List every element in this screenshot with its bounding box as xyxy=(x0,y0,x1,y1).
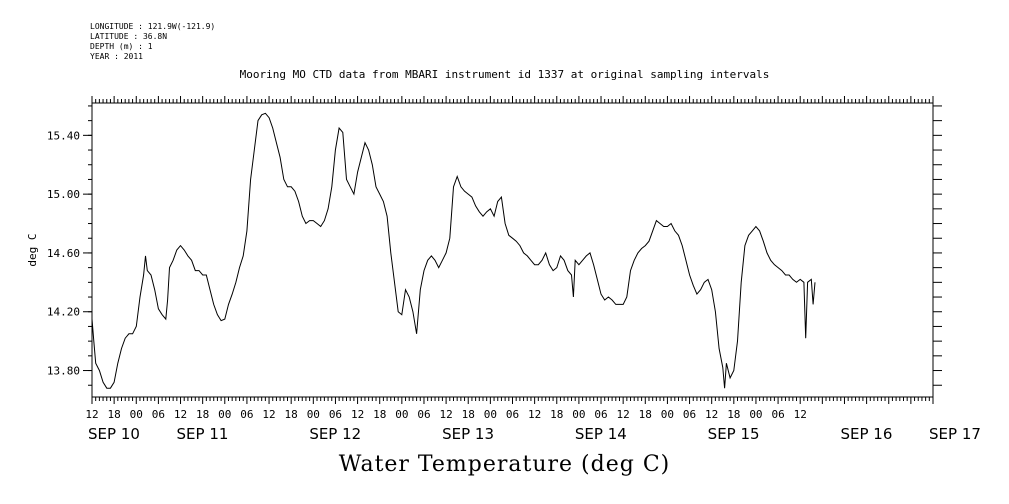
x-tick-label: 18 xyxy=(285,408,298,421)
x-tick-label: 00 xyxy=(749,408,762,421)
x-tick-label: 18 xyxy=(108,408,121,421)
x-day-label: SEP 15 xyxy=(708,425,760,443)
x-tick-label: 00 xyxy=(484,408,497,421)
plot-title: Mooring MO CTD data from MBARI instrumen… xyxy=(239,68,770,81)
x-tick-label: 18 xyxy=(462,408,475,421)
x-tick-label: 18 xyxy=(727,408,740,421)
y-tick-label: 15.00 xyxy=(47,188,80,201)
x-tick-label: 18 xyxy=(550,408,563,421)
x-day-label: SEP 12 xyxy=(309,425,361,443)
x-tick-label: 12 xyxy=(351,408,364,421)
x-day-label: SEP 13 xyxy=(442,425,494,443)
x-day-label: SEP 14 xyxy=(575,425,627,443)
x-tick-label: 18 xyxy=(373,408,386,421)
x-tick-label: 06 xyxy=(594,408,607,421)
x-tick-label: 12 xyxy=(705,408,718,421)
y-tick-label: 13.80 xyxy=(47,365,80,378)
y-axis-label: deg C xyxy=(26,233,39,266)
x-tick-label: 00 xyxy=(661,408,674,421)
x-tick-label: 12 xyxy=(439,408,452,421)
x-day-label: SEP 11 xyxy=(177,425,229,443)
x-tick-label: 12 xyxy=(794,408,807,421)
x-tick-label: 00 xyxy=(572,408,585,421)
x-tick-label: 00 xyxy=(395,408,408,421)
x-tick-label: 06 xyxy=(683,408,696,421)
x-tick-label: 06 xyxy=(771,408,784,421)
x-tick-label: 00 xyxy=(307,408,320,421)
metadata-year: YEAR : 2011 xyxy=(90,52,143,61)
x-tick-label: 12 xyxy=(174,408,187,421)
x-tick-label: 12 xyxy=(528,408,541,421)
y-tick-label: 15.40 xyxy=(47,129,80,142)
metadata-latitude: LATITUDE : 36.8N xyxy=(90,32,168,41)
x-tick-label: 06 xyxy=(152,408,165,421)
y-tick-label: 14.20 xyxy=(47,306,80,319)
x-day-label: SEP 16 xyxy=(840,425,892,443)
x-tick-label: 06 xyxy=(329,408,342,421)
metadata-block: LONGITUDE : 121.9W(-121.9) LATITUDE : 36… xyxy=(90,22,215,62)
x-tick-label: 06 xyxy=(240,408,253,421)
x-tick-label: 00 xyxy=(130,408,143,421)
x-tick-label: 06 xyxy=(417,408,430,421)
plot-frame xyxy=(91,102,934,398)
metadata-longitude: LONGITUDE : 121.9W(-121.9) xyxy=(90,22,216,31)
x-tick-label: 12 xyxy=(85,408,98,421)
metadata-depth: DEPTH (m) : 1 xyxy=(90,42,153,51)
chart-caption: Water Temperature (deg C) xyxy=(338,452,671,477)
x-tick-label: 12 xyxy=(262,408,275,421)
y-tick-label: 14.60 xyxy=(47,247,80,260)
x-tick-label: 18 xyxy=(196,408,209,421)
x-day-label: SEP 10 xyxy=(88,425,140,443)
x-day-label: SEP 17 xyxy=(929,425,981,443)
x-tick-label: 06 xyxy=(506,408,519,421)
x-tick-label: 12 xyxy=(617,408,630,421)
x-tick-label: 00 xyxy=(218,408,231,421)
x-tick-label: 18 xyxy=(639,408,652,421)
temperature-series-line xyxy=(91,112,816,389)
